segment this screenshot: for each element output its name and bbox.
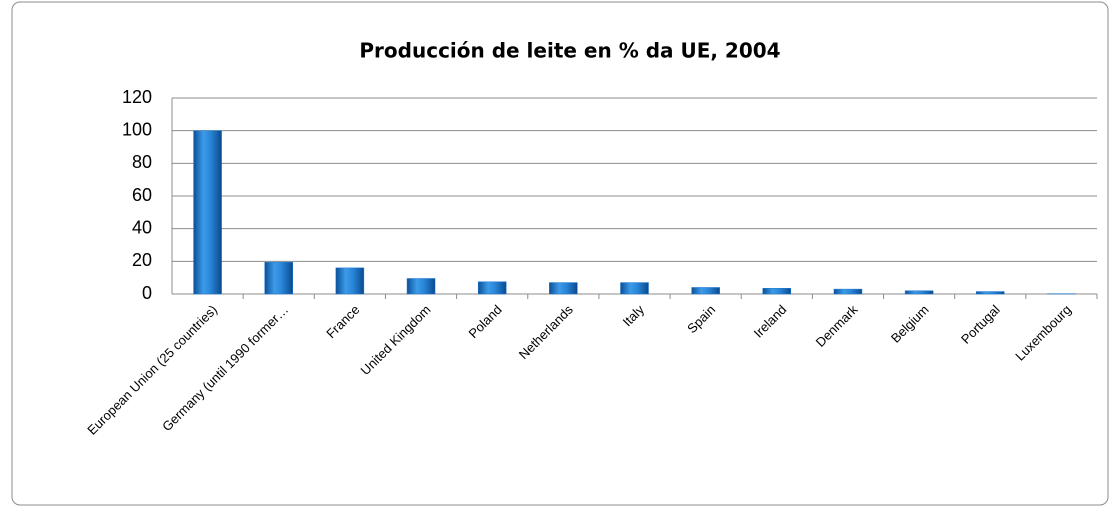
y-tick-label: 80 — [132, 152, 152, 172]
y-tick-label: 60 — [132, 185, 152, 205]
bar — [833, 288, 863, 295]
bar — [549, 282, 578, 295]
y-tick-label: 120 — [122, 87, 152, 107]
bar — [406, 278, 436, 295]
bar — [264, 261, 293, 295]
bar — [976, 291, 1005, 295]
bar — [477, 281, 507, 295]
chart-title: Producción de leite en % da UE, 2004 — [359, 39, 780, 63]
y-tick-label: 40 — [132, 217, 152, 237]
bar — [620, 282, 649, 295]
bar — [691, 287, 720, 295]
bar — [762, 288, 792, 295]
y-tick-label: 20 — [132, 250, 152, 270]
y-tick-label: 100 — [122, 119, 152, 139]
bar — [904, 290, 934, 295]
bar — [335, 267, 365, 295]
y-tick-label: 0 — [142, 283, 152, 303]
chart-frame — [11, 1, 1109, 506]
bar — [193, 130, 222, 295]
